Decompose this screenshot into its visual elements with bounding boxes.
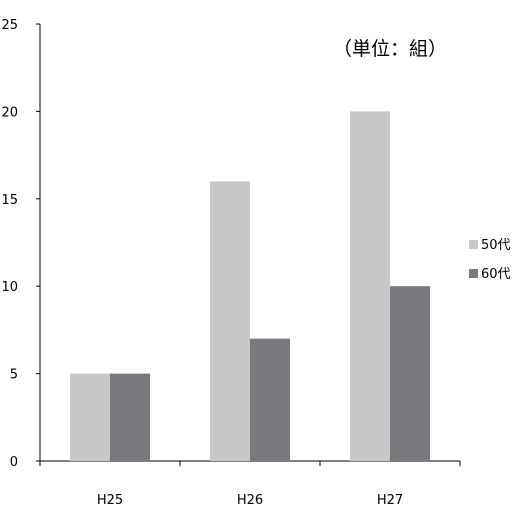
x-tick-label: H27 (377, 493, 403, 508)
bar-H27-50代 (350, 111, 390, 462)
y-axis: 0 5 10 15 20 25 (1, 18, 41, 470)
bar-H26-50代 (210, 181, 250, 461)
bar-H27-60代 (390, 286, 430, 461)
legend-label: 50代 (481, 238, 511, 253)
legend-swatch-50代 (469, 240, 478, 249)
y-tick-label: 20 (1, 105, 18, 120)
y-tick-label: 0 (10, 455, 18, 470)
x-axis: H25 H26 H27 (39, 460, 461, 508)
bar-H25-60代 (110, 373, 150, 461)
x-tick-label: H26 (237, 493, 263, 508)
legend-label: 60代 (481, 267, 511, 282)
y-tick-label: 10 (1, 280, 18, 295)
y-tick-label: 5 (10, 368, 18, 383)
x-tick-label: H25 (97, 493, 123, 508)
legend: 50代 60代 (469, 238, 511, 282)
unit-note: （単位：組） (333, 38, 447, 60)
y-tick-label: 25 (1, 18, 18, 33)
y-tick-label: 15 (1, 193, 18, 208)
bars (70, 111, 430, 462)
bar-H25-50代 (70, 373, 110, 461)
legend-swatch-60代 (469, 269, 478, 278)
bar-H26-60代 (250, 338, 290, 461)
